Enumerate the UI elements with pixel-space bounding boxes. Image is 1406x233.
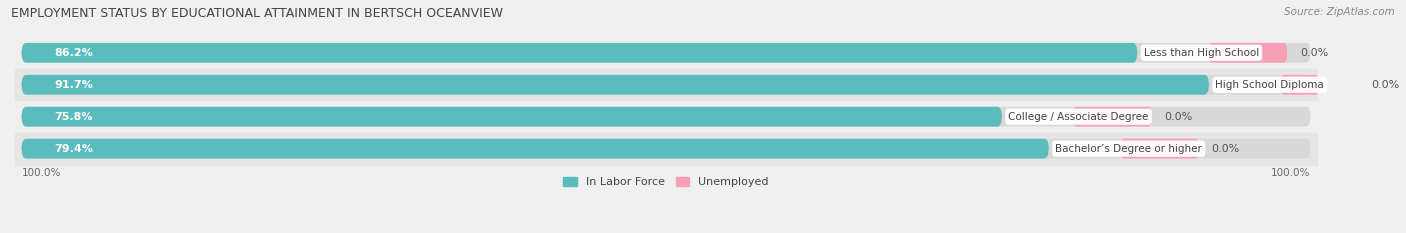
Text: 0.0%: 0.0%: [1301, 48, 1329, 58]
Legend: In Labor Force, Unemployed: In Labor Force, Unemployed: [560, 172, 773, 192]
Text: Source: ZipAtlas.com: Source: ZipAtlas.com: [1284, 7, 1395, 17]
Text: Less than High School: Less than High School: [1144, 48, 1258, 58]
Text: Bachelor’s Degree or higher: Bachelor’s Degree or higher: [1056, 144, 1202, 154]
Bar: [15, 69, 1317, 101]
Text: 0.0%: 0.0%: [1164, 112, 1192, 122]
Text: 0.0%: 0.0%: [1372, 80, 1400, 90]
Text: 100.0%: 100.0%: [1271, 168, 1310, 178]
FancyBboxPatch shape: [21, 43, 1137, 63]
FancyBboxPatch shape: [21, 75, 1310, 95]
Text: 86.2%: 86.2%: [53, 48, 93, 58]
Text: 75.8%: 75.8%: [53, 112, 93, 122]
FancyBboxPatch shape: [21, 107, 1310, 127]
FancyBboxPatch shape: [21, 139, 1310, 158]
FancyBboxPatch shape: [1281, 75, 1358, 95]
FancyBboxPatch shape: [21, 75, 1209, 95]
Bar: [15, 101, 1317, 133]
Text: College / Associate Degree: College / Associate Degree: [1008, 112, 1149, 122]
FancyBboxPatch shape: [1074, 107, 1152, 127]
Text: High School Diploma: High School Diploma: [1215, 80, 1324, 90]
FancyBboxPatch shape: [21, 139, 1049, 158]
FancyBboxPatch shape: [21, 43, 1310, 63]
FancyBboxPatch shape: [1209, 43, 1286, 63]
Text: EMPLOYMENT STATUS BY EDUCATIONAL ATTAINMENT IN BERTSCH OCEANVIEW: EMPLOYMENT STATUS BY EDUCATIONAL ATTAINM…: [11, 7, 503, 20]
Text: 0.0%: 0.0%: [1212, 144, 1240, 154]
Bar: [15, 37, 1317, 69]
Bar: [15, 133, 1317, 164]
Text: 79.4%: 79.4%: [53, 144, 93, 154]
Text: 100.0%: 100.0%: [21, 168, 60, 178]
FancyBboxPatch shape: [1121, 139, 1198, 158]
FancyBboxPatch shape: [21, 107, 1002, 127]
Text: 91.7%: 91.7%: [53, 80, 93, 90]
